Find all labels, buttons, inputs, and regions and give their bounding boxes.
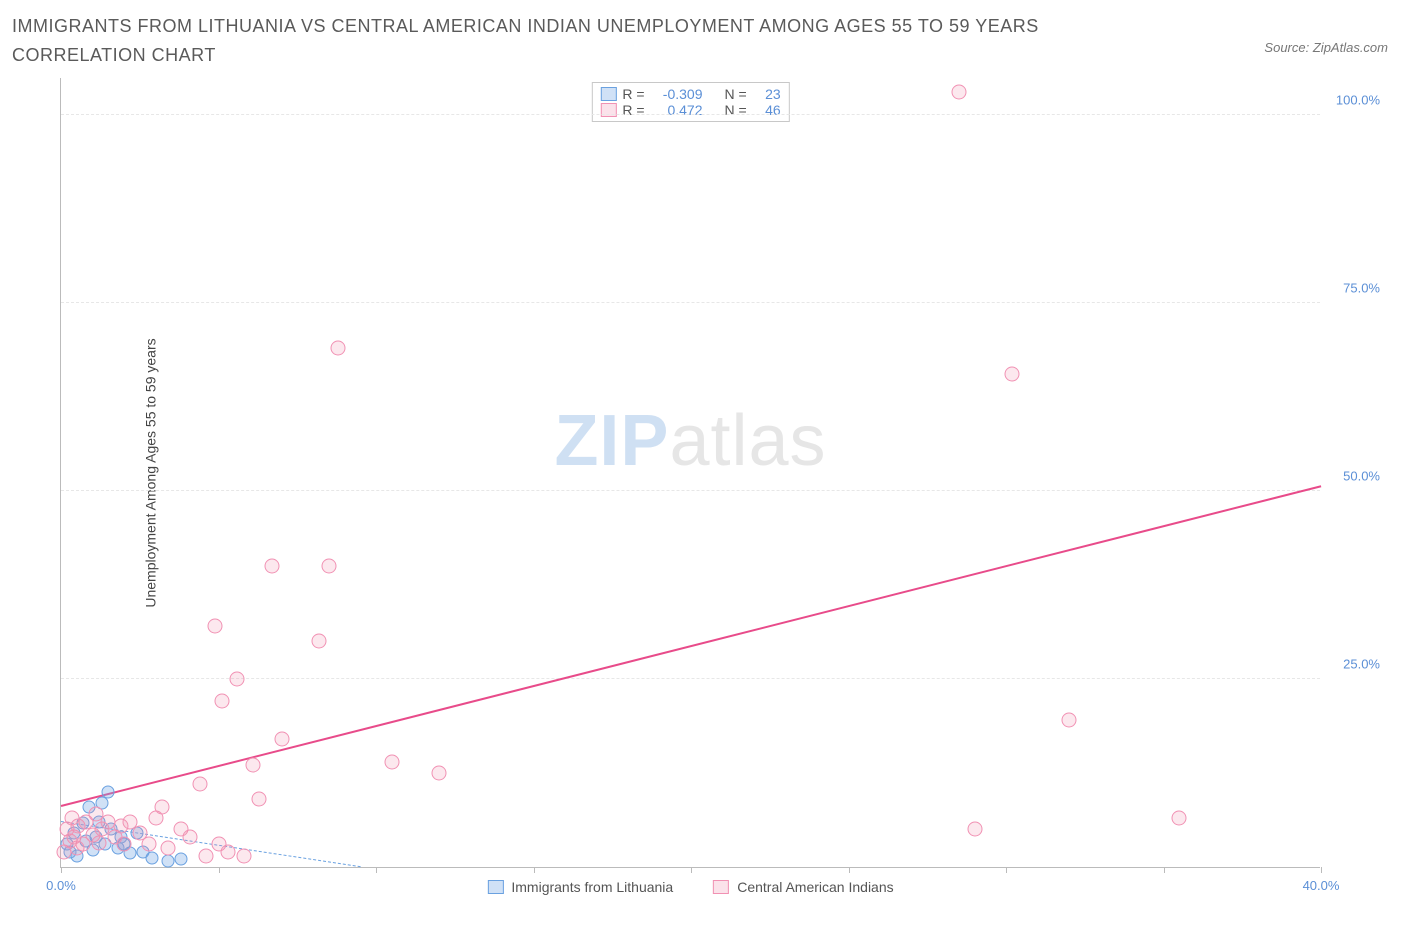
stats-row-blue: R = -0.309 N = 23 [600, 86, 780, 102]
data-point-pink [321, 559, 336, 574]
source-name: ZipAtlas.com [1313, 40, 1388, 55]
swatch-blue-icon [487, 880, 503, 894]
data-point-pink [142, 837, 157, 852]
x-tick [1164, 867, 1165, 873]
watermark-rest: atlas [669, 401, 826, 481]
x-tick [376, 867, 377, 873]
x-tick-label: 0.0% [46, 878, 76, 893]
data-point-pink [230, 671, 245, 686]
x-tick [61, 867, 62, 873]
data-point-pink [220, 844, 235, 859]
gridline [61, 490, 1320, 491]
data-point-blue [174, 853, 187, 866]
data-point-pink [384, 754, 399, 769]
data-point-pink [236, 848, 251, 863]
series-legend: Immigrants from Lithuania Central Americ… [487, 879, 893, 895]
r-label: R = [622, 86, 644, 102]
data-point-pink [274, 732, 289, 747]
source-attribution: Source: ZipAtlas.com [1264, 40, 1388, 55]
data-point-pink [432, 765, 447, 780]
x-tick [1321, 867, 1322, 873]
data-point-pink [246, 758, 261, 773]
data-point-blue [146, 851, 159, 864]
stats-legend: R = -0.309 N = 23 R = 0.472 N = 46 [591, 82, 789, 122]
gridline [61, 678, 1320, 679]
stats-row-pink: R = 0.472 N = 46 [600, 102, 780, 118]
x-tick [1006, 867, 1007, 873]
watermark: ZIPatlas [554, 400, 826, 482]
swatch-blue-icon [600, 87, 616, 101]
data-point-pink [951, 85, 966, 100]
gridline [61, 302, 1320, 303]
y-tick-label: 50.0% [1343, 468, 1380, 483]
data-point-pink [117, 837, 132, 852]
r-value-blue: -0.309 [651, 86, 703, 102]
data-point-pink [265, 559, 280, 574]
chart-container: Unemployment Among Ages 55 to 59 years Z… [60, 78, 1380, 868]
data-point-pink [331, 340, 346, 355]
plot-area: ZIPatlas R = -0.309 N = 23 R = 0.472 N =… [60, 78, 1320, 868]
legend-item-blue: Immigrants from Lithuania [487, 879, 673, 895]
data-point-pink [198, 848, 213, 863]
x-tick [534, 867, 535, 873]
y-tick-label: 100.0% [1336, 92, 1380, 107]
gridline [61, 114, 1320, 115]
data-point-blue [102, 785, 115, 798]
data-point-pink [1062, 713, 1077, 728]
x-tick [219, 867, 220, 873]
data-point-pink [312, 634, 327, 649]
legend-label-blue: Immigrants from Lithuania [511, 879, 673, 895]
n-label: N = [725, 102, 747, 118]
y-tick-label: 75.0% [1343, 280, 1380, 295]
data-point-pink [252, 792, 267, 807]
data-point-blue [162, 854, 175, 867]
header: IMMIGRANTS FROM LITHUANIA VS CENTRAL AME… [12, 12, 1388, 70]
data-point-pink [208, 619, 223, 634]
y-tick-label: 25.0% [1343, 656, 1380, 671]
page-title: IMMIGRANTS FROM LITHUANIA VS CENTRAL AME… [12, 12, 1132, 70]
swatch-pink-icon [600, 103, 616, 117]
r-label: R = [622, 102, 644, 118]
data-point-pink [192, 777, 207, 792]
data-point-pink [214, 694, 229, 709]
data-point-pink [1005, 367, 1020, 382]
legend-item-pink: Central American Indians [713, 879, 893, 895]
data-point-pink [967, 822, 982, 837]
n-value-blue: 23 [753, 86, 781, 102]
x-tick-label: 40.0% [1303, 878, 1340, 893]
data-point-pink [183, 829, 198, 844]
n-value-pink: 46 [753, 102, 781, 118]
watermark-accent: ZIP [554, 401, 669, 481]
r-value-pink: 0.472 [651, 102, 703, 118]
legend-label-pink: Central American Indians [737, 879, 893, 895]
x-tick [849, 867, 850, 873]
x-tick [691, 867, 692, 873]
data-point-pink [1172, 811, 1187, 826]
data-point-pink [154, 799, 169, 814]
swatch-pink-icon [713, 880, 729, 894]
data-point-pink [91, 835, 106, 850]
data-point-pink [161, 841, 176, 856]
source-label: Source: [1264, 40, 1309, 55]
n-label: N = [725, 86, 747, 102]
